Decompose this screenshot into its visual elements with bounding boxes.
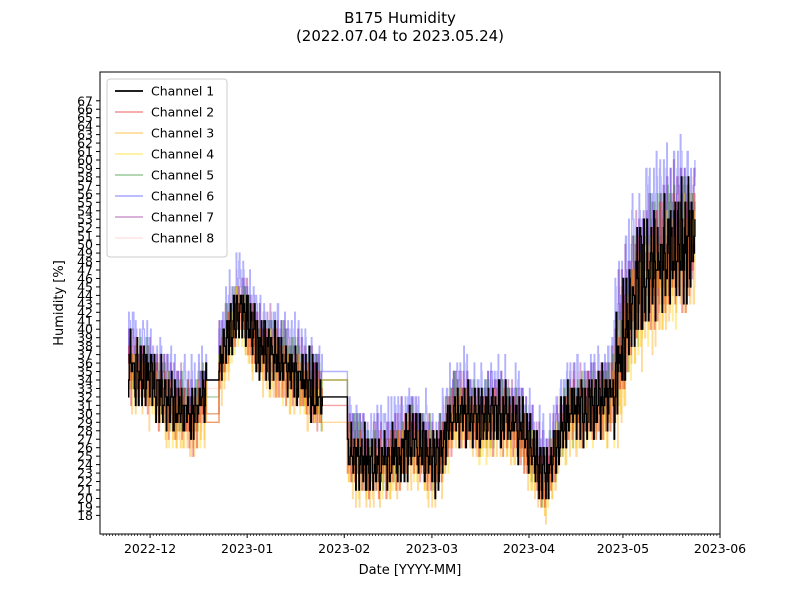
y-tick-label: 66 [77, 102, 93, 117]
y-tick-label: 20 [77, 491, 93, 506]
x-tick-label: 2023-06 [694, 541, 746, 556]
y-tick-label: 23 [77, 466, 93, 481]
y-tick-label: 56 [77, 186, 93, 201]
y-tick-label: 61 [77, 144, 93, 159]
chart-title: B175 Humidity [344, 9, 456, 27]
x-axis-label: Date [YYYY-MM] [359, 563, 462, 578]
y-tick-label: 34 [77, 373, 93, 388]
y-tick-label: 29 [77, 415, 93, 430]
x-tick-label: 2022-12 [124, 541, 176, 556]
series-line-1 [127, 176, 696, 500]
y-tick-label: 54 [77, 203, 93, 218]
y-tick-label: 58 [77, 169, 93, 184]
y-tick-label: 60 [77, 153, 93, 168]
y-tick-label: 45 [77, 279, 93, 294]
y-tick-label: 28 [77, 423, 93, 438]
y-tick-label: 18 [77, 508, 93, 523]
y-tick-label: 19 [77, 499, 93, 514]
y-tick-label: 32 [77, 389, 93, 404]
y-tick-label: 31 [77, 398, 93, 413]
y-tick-label: 52 [77, 220, 93, 235]
legend-entry-4[interactable]: Channel 4 [151, 147, 214, 162]
y-tick-label: 64 [77, 119, 93, 134]
legend-entry-5[interactable]: Channel 5 [151, 168, 214, 183]
x-axis: 2022-12 2023-01 2023-02 2023-03 2023-04 2023-… [102, 534, 746, 556]
y-tick-label: 53 [77, 212, 93, 227]
x-tick-label: 2023-05 [597, 541, 649, 556]
y-tick-label: 67 [77, 93, 93, 108]
y-tick-label: 57 [77, 178, 93, 193]
legend-entry-2[interactable]: Channel 2 [151, 105, 214, 120]
x-tick-label: 2023-04 [503, 541, 555, 556]
y-tick-label: 35 [77, 364, 93, 379]
y-tick-label: 41 [77, 313, 93, 328]
legend-entry-6[interactable]: Channel 6 [151, 189, 214, 204]
x-tick-label: 2023-02 [318, 541, 370, 556]
y-tick-label: 39 [77, 330, 93, 345]
y-axis-label: Humidity [%] [52, 260, 67, 346]
y-tick-label: 59 [77, 161, 93, 176]
y-tick-label: 43 [77, 296, 93, 311]
y-tick-label: 30 [77, 406, 93, 421]
y-tick-label: 33 [77, 381, 93, 396]
y-tick-label: 62 [77, 136, 93, 151]
y-tick-label: 36 [77, 356, 93, 371]
y-tick-label: 21 [77, 483, 93, 498]
y-tick-label: 49 [77, 246, 93, 261]
y-tick-label: 51 [77, 229, 93, 244]
series-layer [127, 133, 696, 525]
legend[interactable]: Channel 1 Channel 2 Channel 3 Channel 4 Chan… [106, 78, 228, 258]
y-tick-label: 47 [77, 263, 93, 278]
legend-entry-8[interactable]: Channel 8 [151, 231, 214, 246]
legend-entry-7[interactable]: Channel 7 [151, 210, 214, 225]
y-tick-label: 50 [77, 237, 93, 252]
x-tick-label: 2023-03 [406, 541, 458, 556]
y-tick-label: 42 [77, 305, 93, 320]
y-tick-label: 48 [77, 254, 93, 269]
y-axis: 1819202122232425262728293031323334353637… [77, 93, 100, 523]
y-tick-label: 26 [77, 440, 93, 455]
chart-subtitle: (2022.07.04 to 2023.05.24) [296, 27, 504, 45]
y-tick-label: 55 [77, 195, 93, 210]
y-tick-label: 63 [77, 127, 93, 142]
y-tick-label: 27 [77, 432, 93, 447]
y-tick-label: 37 [77, 347, 93, 362]
legend-entry-3[interactable]: Channel 3 [151, 126, 214, 141]
y-tick-label: 22 [77, 474, 93, 489]
x-tick-label: 2023-01 [221, 541, 273, 556]
y-tick-label: 40 [77, 322, 93, 337]
legend-entry-1[interactable]: Channel 1 [151, 84, 214, 99]
y-tick-label: 44 [77, 288, 93, 303]
y-tick-label: 65 [77, 110, 93, 125]
y-tick-label: 38 [77, 339, 93, 354]
y-tick-label: 46 [77, 271, 93, 286]
y-tick-label: 25 [77, 449, 93, 464]
y-tick-label: 24 [77, 457, 93, 472]
legend-box [106, 78, 228, 258]
